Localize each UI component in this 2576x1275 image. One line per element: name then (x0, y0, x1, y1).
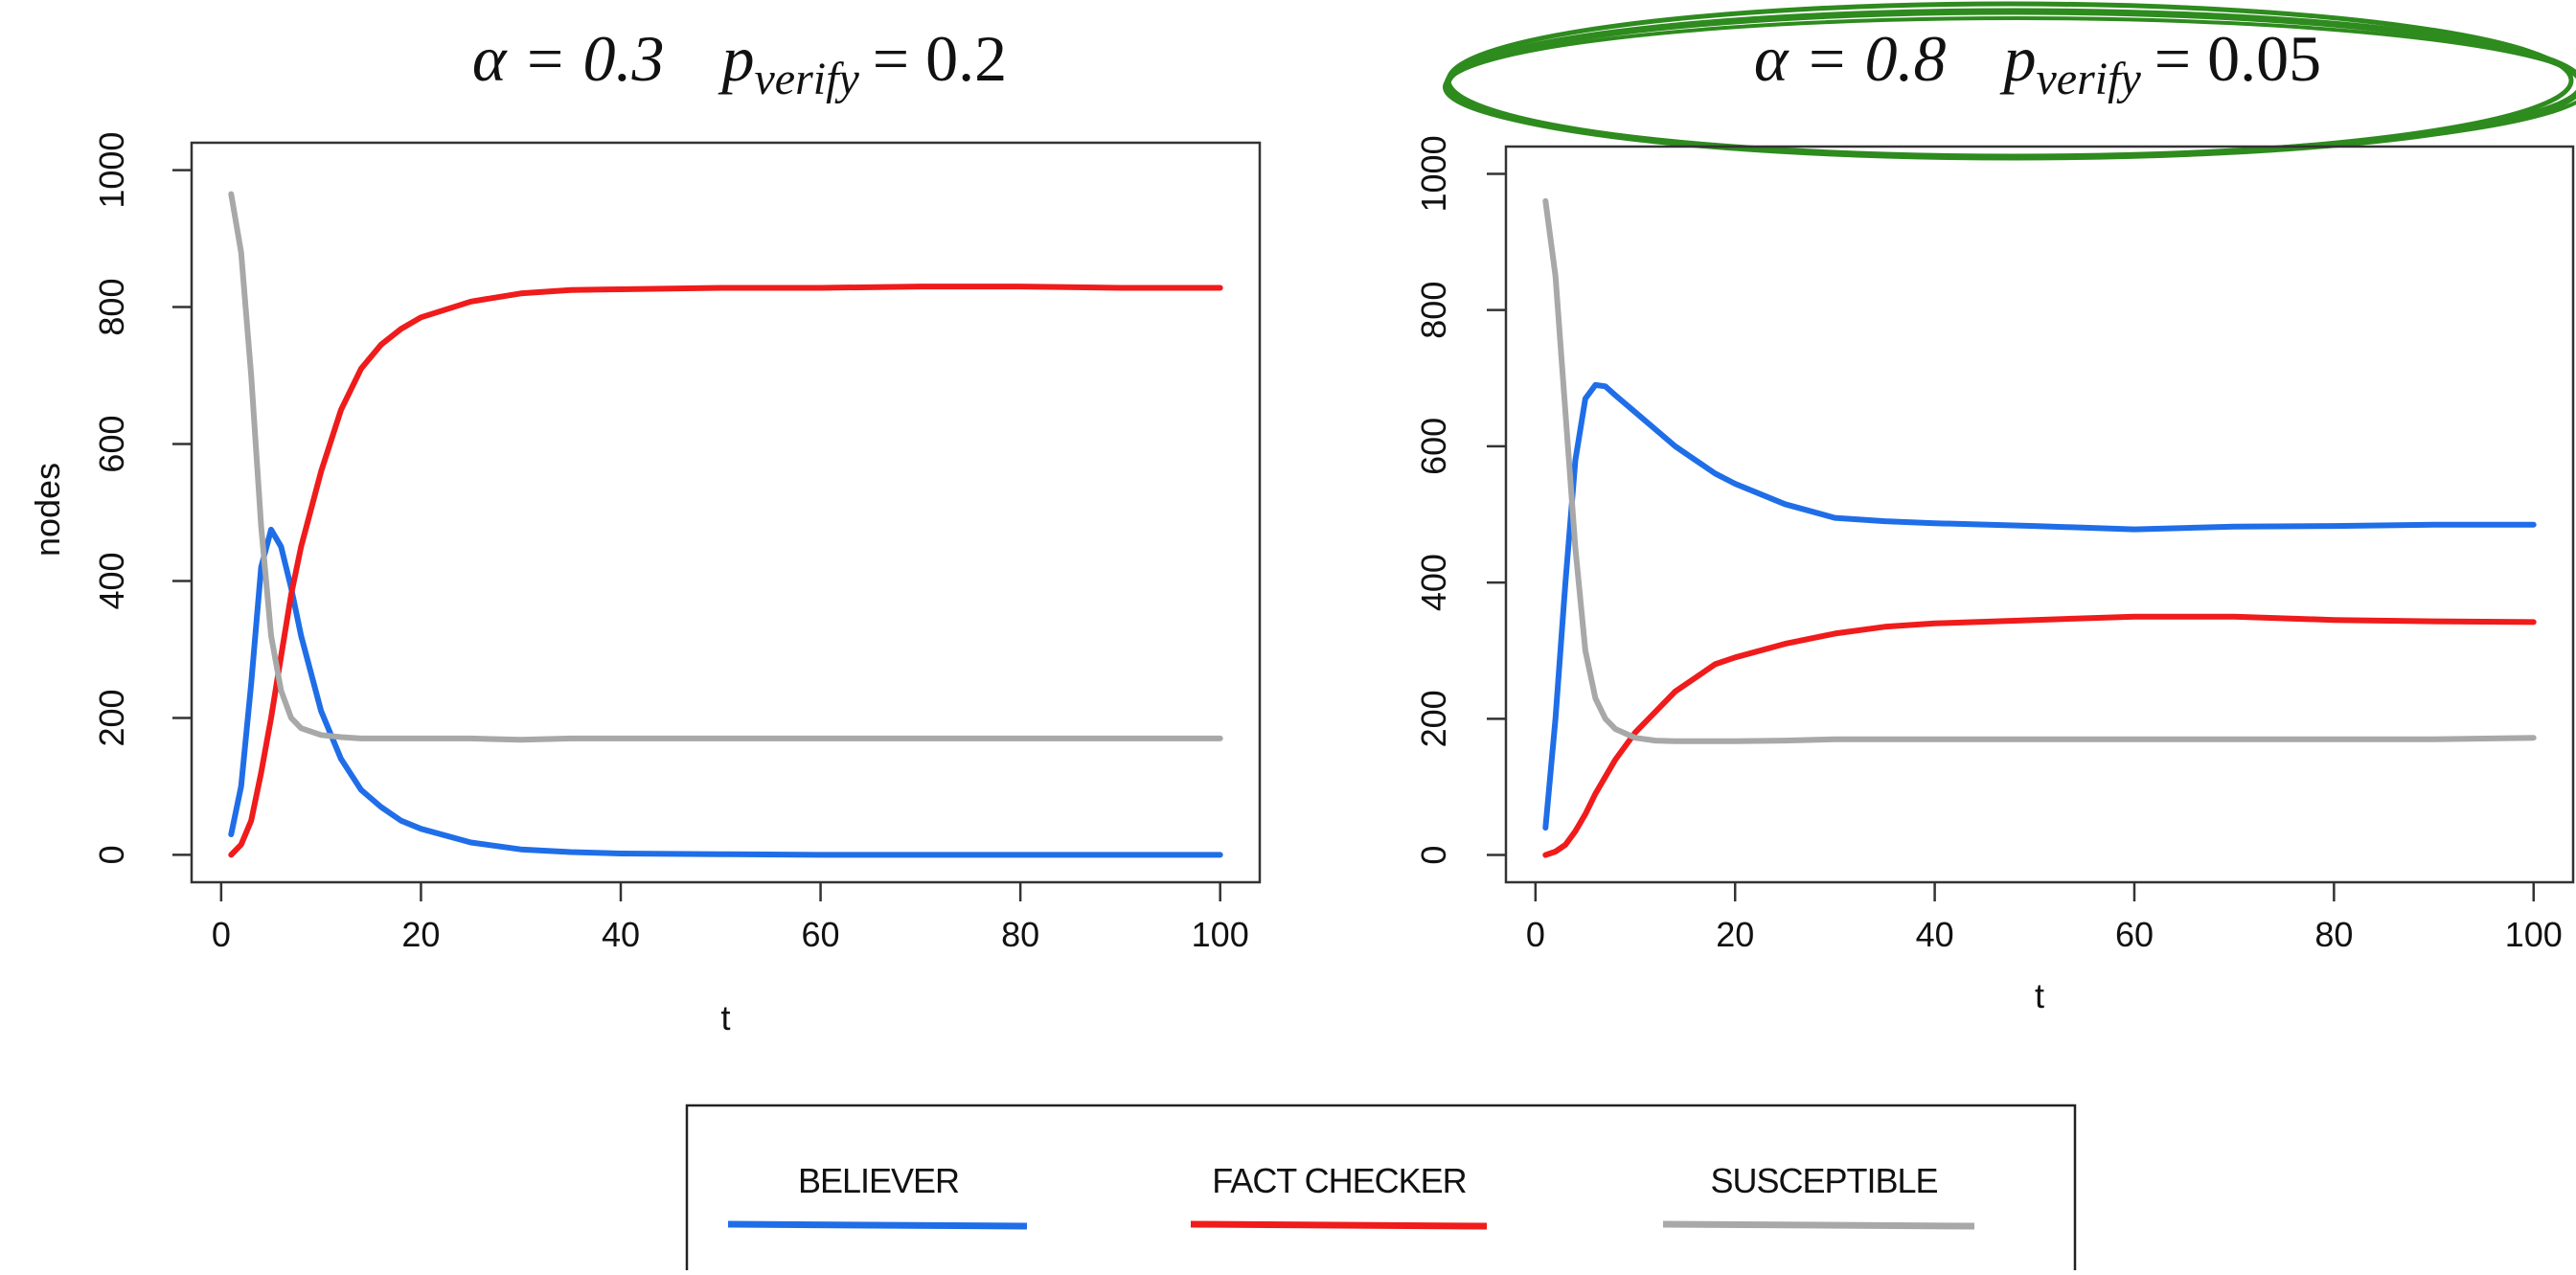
legend-swatch (727, 1220, 1028, 1230)
title-p: p (1999, 22, 2036, 95)
legend-box (685, 1104, 2077, 1275)
title-value: = 0.2 (873, 22, 1007, 95)
y-tick-label: 800 (92, 279, 131, 336)
series-line (1542, 197, 2537, 744)
y-tick-label: 400 (1414, 554, 1453, 611)
legend-swatch (1662, 1220, 1975, 1230)
title-alpha: α = 0.3 (472, 22, 665, 95)
title-subscript: verify (2036, 54, 2141, 104)
chart-title: α = 0.8 pverify = 0.05 (1754, 22, 2321, 104)
y-tick-label: 1000 (1414, 135, 1453, 212)
y-tick-label: 800 (1414, 282, 1453, 339)
legend-label: BELIEVER (798, 1161, 959, 1200)
x-axis-label: t (720, 998, 730, 1037)
series-line (1542, 381, 2537, 831)
x-tick-label: 60 (2115, 915, 2154, 954)
legend-label: SUSCEPTIBLE (1710, 1161, 1937, 1200)
x-tick-label: 100 (2505, 915, 2563, 954)
series-line (228, 191, 1223, 743)
title-subscript: verify (754, 54, 859, 104)
title-value: = 0.05 (2154, 22, 2321, 95)
title-alpha: α = 0.8 (1754, 22, 1947, 95)
series-line (1542, 613, 2537, 858)
legend-label: FACT CHECKER (1212, 1161, 1466, 1200)
x-tick-label: 0 (1526, 915, 1545, 954)
y-tick-label: 0 (92, 845, 131, 864)
x-tick-label: 100 (1192, 915, 1249, 954)
x-tick-label: 60 (802, 915, 840, 954)
x-tick-label: 0 (212, 915, 231, 954)
series-line (228, 284, 1223, 858)
plot-box (190, 141, 1262, 884)
x-tick-label: 20 (1716, 915, 1754, 954)
y-axis-label: nodes (28, 463, 67, 557)
y-tick-label: 1000 (92, 132, 131, 209)
x-tick-label: 80 (1001, 915, 1039, 954)
x-axis-label: t (2035, 976, 2044, 1015)
title-p: p (718, 22, 754, 95)
x-tick-label: 40 (602, 915, 640, 954)
y-tick-label: 400 (92, 552, 131, 609)
y-tick-label: 200 (92, 689, 131, 746)
y-tick-label: 200 (1414, 690, 1453, 747)
y-tick-label: 0 (1414, 846, 1453, 865)
y-tick-label: 600 (1414, 418, 1453, 475)
x-tick-label: 80 (2314, 915, 2353, 954)
legend-swatch (1190, 1220, 1488, 1230)
chart-title: α = 0.3 pverify = 0.2 (472, 22, 1007, 104)
highlight-ellipse (1443, 1, 2576, 161)
x-tick-label: 20 (401, 915, 440, 954)
y-tick-label: 600 (92, 415, 131, 472)
series-line (228, 526, 1223, 858)
plot-box (1504, 145, 2575, 884)
x-tick-label: 40 (1916, 915, 1954, 954)
